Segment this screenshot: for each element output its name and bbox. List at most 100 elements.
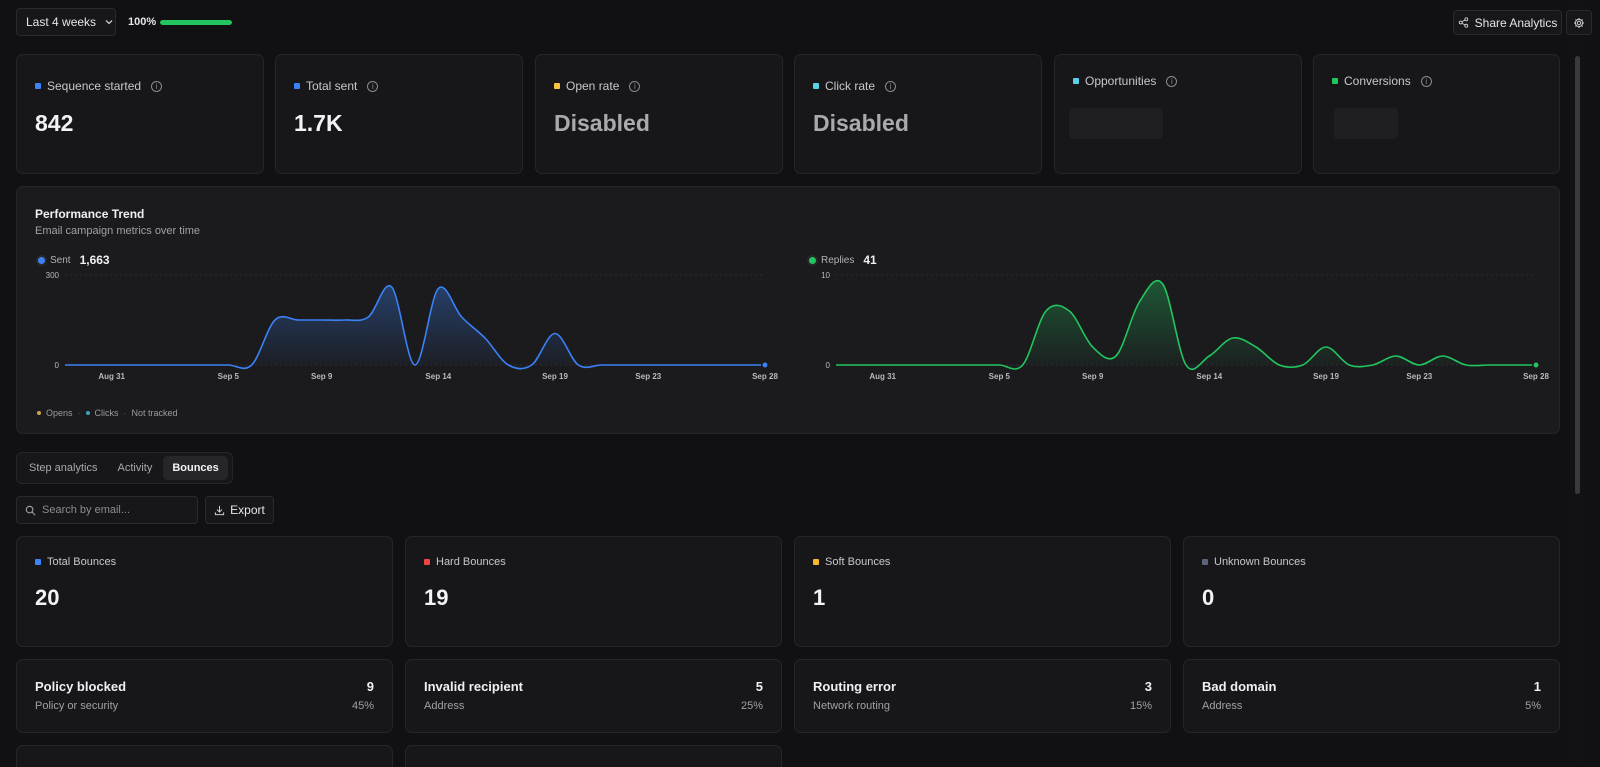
stat-card-sequence-started: Sequence started i 842 [16,54,264,174]
bounce-value: 19 [424,585,449,610]
bounce-card-total: Total Bounces 20 [16,536,393,647]
x-tick-label: Sep 14 [1196,372,1222,381]
reason-title: Policy blocked [35,679,127,694]
search-icon [25,505,36,515]
not-tracked-label: Not tracked [131,408,178,418]
legend-square [554,83,560,89]
scrollbar-thumb[interactable] [1575,56,1580,494]
reason-percent: 45% [351,700,374,712]
series-line [65,284,765,370]
stat-label: Open rate [566,79,620,93]
stat-card-total-sent: Total sent i 1.7K [275,54,523,174]
info-icon[interactable]: i [629,80,641,92]
reason-card-partial [405,745,782,767]
legend-dot [38,256,45,264]
date-range-dropdown[interactable]: Last 4 weeks [16,8,116,36]
tab-bounces[interactable]: Bounces [163,456,228,480]
bounce-label: Hard Bounces [436,556,506,568]
legend-square [1202,559,1208,565]
search-box [16,496,198,524]
x-tick-label: Aug 31 [869,372,896,381]
reason-card-routing-error[interactable]: Routing error Network routing 3 15% [794,659,1171,733]
progress-indicator: 100% [128,16,233,28]
reason-subtitle: Policy or security [35,700,119,712]
legend-square [294,83,300,89]
top-bar: Last 4 weeks 100% Share Analytics [16,8,1592,38]
trend-footer: Opens · Clicks · Not tracked [37,408,178,418]
tab-activity[interactable]: Activity [117,462,153,474]
x-tick-label: Sep 9 [311,372,333,381]
date-range-label: Last 4 weeks [26,15,97,29]
info-icon[interactable]: i [367,80,379,92]
series-name: Replies [821,254,855,266]
info-icon[interactable]: i [885,80,897,92]
search-input[interactable] [42,504,182,516]
stat-label: Click rate [825,79,876,93]
x-tick-label: Sep 23 [1406,372,1432,381]
tab-step-analytics[interactable]: Step analytics [29,462,98,474]
x-tick-label: Sep 9 [1082,372,1104,381]
opens-dot [37,411,41,415]
x-tick-label: Sep 28 [752,372,778,381]
stat-card-open-rate: Open rate i Disabled [535,54,783,174]
bounce-label: Total Bounces [47,556,117,568]
reason-card-partial [16,745,393,767]
series-area [836,280,1536,370]
replies-area-chart: 0 10 Aug 31 Sep 5 Sep 9 Sep 14 Sep 19 Sep 23 Sep… [821,271,1549,381]
series-total: 1,663 [79,253,110,267]
legend-square [424,559,430,565]
reason-count: 3 [1144,679,1152,694]
reason-card-bad-domain[interactable]: Bad domain Address 1 5% [1183,659,1560,733]
share-analytics-label: Share Analytics [1474,15,1558,30]
end-point-marker [1532,361,1540,369]
x-tick-label: Sep 23 [635,372,661,381]
settings-button[interactable] [1566,10,1592,35]
export-label: Export [230,503,265,517]
x-tick-label: Sep 19 [1313,372,1339,381]
x-tick-label: Sep 28 [1523,372,1549,381]
reason-title: Routing error [813,679,897,694]
info-icon[interactable]: i [151,80,163,92]
gear-icon [1574,17,1584,28]
opens-label: Opens [46,408,73,418]
replies-chart: Replies 41 0 10 Aug 31 Sep 5 Sep 9 Sep 14 Sep … [806,253,1556,403]
reason-card-policy-blocked[interactable]: Policy blocked Policy or security 9 45% [16,659,393,733]
sent-area-chart: 0 300 Aug 31 Sep 5 Sep 9 Sep 14 Sep 19 Sep 23 Se… [46,271,779,381]
reason-card-invalid-recipient[interactable]: Invalid recipient Address 5 25% [405,659,782,733]
reason-subtitle: Address [424,700,465,712]
legend-square [35,83,41,89]
share-icon [1458,17,1468,28]
x-tick-label: Sep 14 [425,372,451,381]
bounce-value: 20 [35,585,60,610]
stats-row: Sequence started i 842 Total sent i 1.7K O… [16,54,1560,174]
x-tick-label: Sep 5 [989,372,1011,381]
bounce-card-hard: Hard Bounces 19 [405,536,782,647]
reason-subtitle: Network routing [813,700,891,712]
y-tick-label: 0 [826,361,831,370]
info-icon[interactable]: i [1166,75,1178,87]
chart-legend: Sent 1,663 [38,253,110,267]
performance-trend-panel: Performance Trend Email campaign metrics… [16,186,1560,434]
stat-label: Total sent [306,79,358,93]
stat-card-click-rate: Click rate i Disabled [794,54,1042,174]
bounce-label: Unknown Bounces [1214,556,1306,568]
trend-title: Performance Trend [35,207,145,221]
chart-legend: Replies 41 [809,253,877,267]
chevron-down-icon [105,20,113,25]
x-tick-label: Sep 5 [218,372,240,381]
reason-title: Bad domain [1202,679,1277,694]
info-icon[interactable]: i [1420,75,1432,87]
end-point-marker [761,361,769,369]
stat-value: Disabled [813,110,909,136]
export-button[interactable]: Export [205,496,274,524]
reason-count: 5 [755,679,763,694]
progress-bar [160,19,233,25]
download-icon [215,505,225,515]
bounce-card-soft: Soft Bounces 1 [794,536,1171,647]
x-tick-label: Sep 19 [542,372,568,381]
reason-percent: 5% [1525,700,1541,712]
clicks-label: Clicks [94,408,119,418]
series-area [65,285,765,369]
clicks-dot [85,411,90,415]
share-analytics-button[interactable]: Share Analytics [1453,10,1562,35]
